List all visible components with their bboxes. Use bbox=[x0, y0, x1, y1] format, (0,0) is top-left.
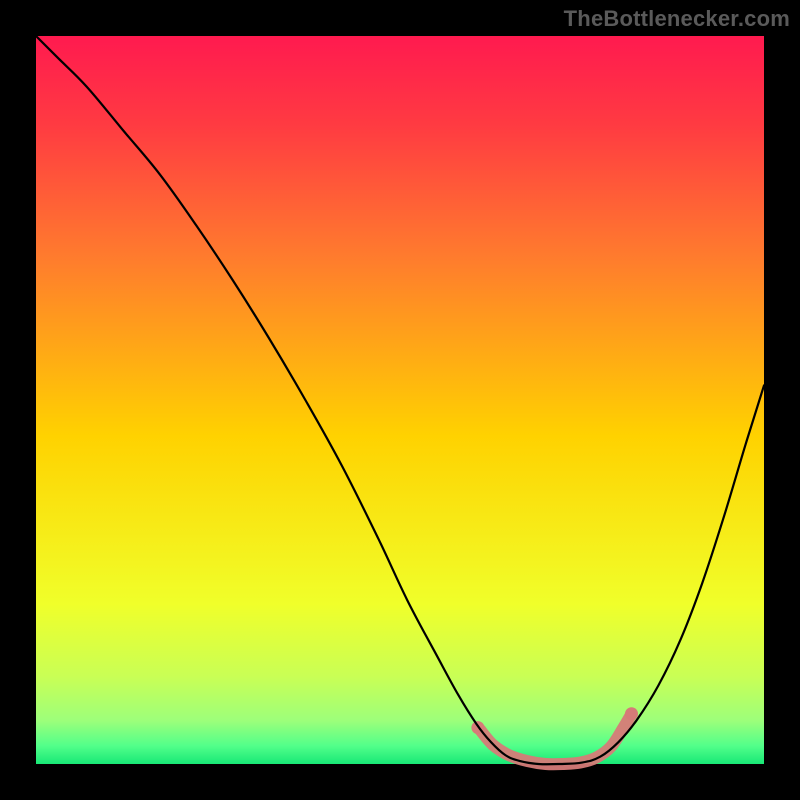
optimal-range-end-dot bbox=[625, 707, 638, 720]
bottleneck-chart bbox=[0, 0, 800, 800]
watermark-label: TheBottlenecker.com bbox=[564, 6, 790, 32]
plot-gradient-background bbox=[36, 36, 764, 764]
